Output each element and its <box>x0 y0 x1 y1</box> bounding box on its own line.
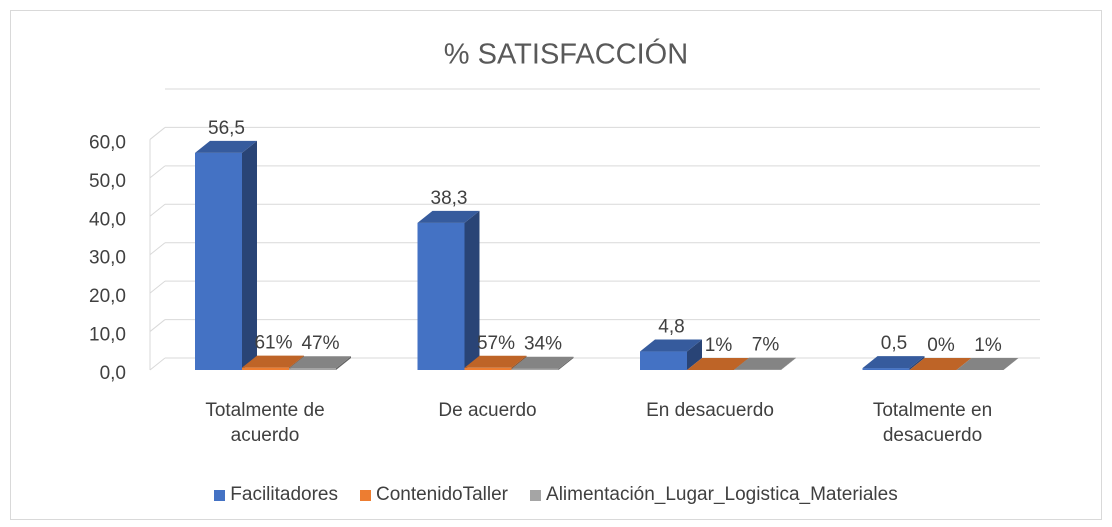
bar-front <box>464 367 512 370</box>
bar <box>195 140 257 370</box>
legend: Facilitadores ContenidoTaller Alimentación… <box>0 484 1112 506</box>
bar-top <box>734 357 796 370</box>
legend-swatch <box>359 489 371 501</box>
bar-top <box>862 356 925 369</box>
y-tick-label: 0,0 <box>100 363 126 384</box>
bar <box>640 339 702 370</box>
legend-label: ContenidoTaller <box>375 484 509 505</box>
y-tick-label: 30,0 <box>89 248 126 269</box>
y-tick-label: 60,0 <box>89 132 126 153</box>
grid-depth <box>149 203 166 217</box>
data-label: 4,8 <box>658 317 684 338</box>
data-label: 34% <box>524 334 562 355</box>
data-label: 1% <box>974 335 1002 356</box>
data-label: 57% <box>477 333 515 354</box>
grid-depth <box>149 280 166 294</box>
bar <box>289 356 351 370</box>
x-tick-label: Totalmente de acuerdo <box>205 400 325 446</box>
bar <box>417 210 480 370</box>
x-tick-label: Totalmente en desacuerdo <box>872 400 993 446</box>
bar-top <box>417 210 480 223</box>
bar-front <box>417 222 465 370</box>
bar-side <box>558 356 574 370</box>
bar-top <box>464 355 527 368</box>
bar-front <box>195 152 242 370</box>
data-label: 7% <box>752 335 780 356</box>
legend-swatch <box>530 489 542 501</box>
bar-front <box>862 368 910 370</box>
data-label: 38,3 <box>431 188 468 209</box>
legend-item: Facilitadores <box>214 484 338 506</box>
legend-swatch <box>214 489 226 501</box>
bar-top <box>687 357 749 370</box>
bar <box>862 356 925 370</box>
data-label: 1% <box>705 335 733 356</box>
legend-label: Alimentación_Lugar_Logistica_Materiales <box>546 484 898 505</box>
bar-top <box>640 339 702 352</box>
data-label: 0,5 <box>881 333 907 354</box>
bar-top <box>195 140 257 153</box>
bar-front <box>640 351 687 370</box>
grid-depth <box>149 242 166 256</box>
bar <box>909 358 972 370</box>
bar-front <box>289 368 336 370</box>
bar-side <box>336 356 351 370</box>
bar-side <box>464 210 480 370</box>
bar-top <box>511 356 574 369</box>
bar <box>511 356 574 370</box>
bar-top <box>956 357 1019 370</box>
data-label: 61% <box>254 333 292 354</box>
grid-depth <box>149 357 166 371</box>
y-tick-label: 40,0 <box>89 209 126 230</box>
data-label: 56,5 <box>208 118 245 139</box>
data-label: 0% <box>927 335 955 356</box>
y-tick-label: 20,0 <box>89 286 126 307</box>
legend-item: ContenidoTaller <box>359 484 509 506</box>
bar-top <box>289 356 351 369</box>
grid-depth <box>149 165 166 179</box>
legend-label: Facilitadores <box>230 484 338 505</box>
bar-front <box>511 368 559 370</box>
bar-side <box>687 339 702 370</box>
x-tick-label: De acuerdo <box>438 400 537 421</box>
legend-item: Alimentación_Lugar_Logistica_Materiales <box>530 484 898 506</box>
y-tick-label: 10,0 <box>89 325 126 346</box>
chart-title: % SATISFACCIÓN <box>444 38 688 71</box>
bar-side <box>242 140 257 370</box>
bar <box>956 357 1019 370</box>
bar-top <box>242 355 304 368</box>
y-tick-label: 50,0 <box>89 171 126 192</box>
bar-front <box>242 367 289 370</box>
bar-side <box>909 356 925 370</box>
bar-side <box>1003 357 1019 370</box>
bar <box>734 357 796 370</box>
bar-top <box>909 358 972 370</box>
chart-frame <box>10 10 1102 520</box>
data-label: 47% <box>301 333 339 354</box>
bar-side <box>781 357 796 370</box>
x-tick-label: En desacuerdo <box>646 400 774 421</box>
grid-depth <box>149 127 166 140</box>
grid-depth <box>149 319 166 332</box>
